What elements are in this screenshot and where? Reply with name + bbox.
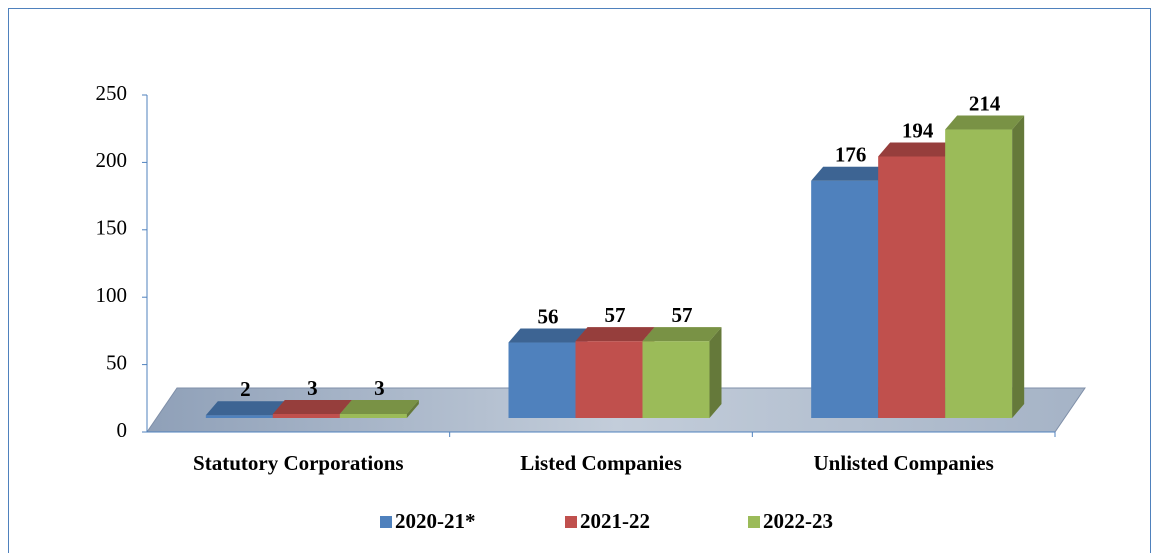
bar-side — [1012, 115, 1025, 418]
bar-top-shade — [339, 399, 419, 414]
bar-top-shade — [642, 327, 722, 342]
legend-label: 2022-23 — [763, 509, 833, 533]
bar-top — [878, 142, 958, 157]
legend-swatch — [380, 516, 392, 528]
bar-top — [339, 399, 419, 414]
data-label: 57 — [672, 303, 693, 327]
y-tick-label: 100 — [96, 283, 128, 307]
y-tick-label: 250 — [96, 81, 128, 105]
bar-top-shade — [508, 328, 588, 343]
data-label: 57 — [605, 303, 626, 327]
bar — [642, 341, 710, 418]
bar-top — [205, 401, 285, 416]
x-tick-label: Unlisted Companies — [814, 451, 994, 475]
legend-label: 2021-22 — [580, 509, 650, 533]
data-label: 2 — [240, 377, 251, 401]
bar-top-shade — [272, 399, 352, 414]
bar-side — [406, 399, 419, 418]
bar-top-shade — [945, 115, 1025, 130]
bar-top — [945, 115, 1025, 130]
bar-top-shade — [575, 327, 655, 342]
bar — [272, 413, 340, 418]
legend-swatch — [565, 516, 577, 528]
bar-top — [575, 327, 655, 342]
legend-label: 2020-21* — [395, 509, 476, 533]
bar-top-shade — [811, 166, 891, 181]
y-tick-label: 200 — [96, 148, 128, 172]
bar-top — [642, 327, 722, 342]
x-tick-label: Listed Companies — [520, 451, 682, 475]
bar-top — [272, 399, 352, 414]
bar-top — [811, 166, 891, 181]
bar-side — [709, 327, 722, 418]
data-label: 56 — [538, 304, 559, 328]
y-tick-label: 50 — [106, 350, 127, 374]
legend-swatch — [748, 516, 760, 528]
bar-side-shade — [406, 399, 419, 418]
y-tick-label: 150 — [96, 216, 128, 240]
bar — [205, 415, 273, 418]
bar-top-shade — [878, 142, 958, 157]
bar-top-shade — [205, 401, 285, 416]
bar-side-shade — [1012, 115, 1025, 418]
bar — [339, 413, 407, 418]
x-tick-label: Statutory Corporations — [193, 451, 404, 475]
data-label: 3 — [374, 376, 385, 400]
data-label: 214 — [969, 91, 1001, 115]
chart-border — [8, 8, 1151, 553]
bar — [575, 341, 643, 418]
bar — [878, 156, 946, 418]
y-tick-label: 0 — [117, 418, 128, 442]
data-label: 176 — [835, 143, 867, 167]
bar-top — [508, 328, 588, 343]
data-label: 3 — [307, 376, 318, 400]
data-label: 194 — [902, 118, 934, 142]
bar — [811, 180, 879, 418]
bar-side-shade — [709, 327, 722, 418]
bar — [945, 129, 1013, 418]
bar — [508, 342, 576, 418]
